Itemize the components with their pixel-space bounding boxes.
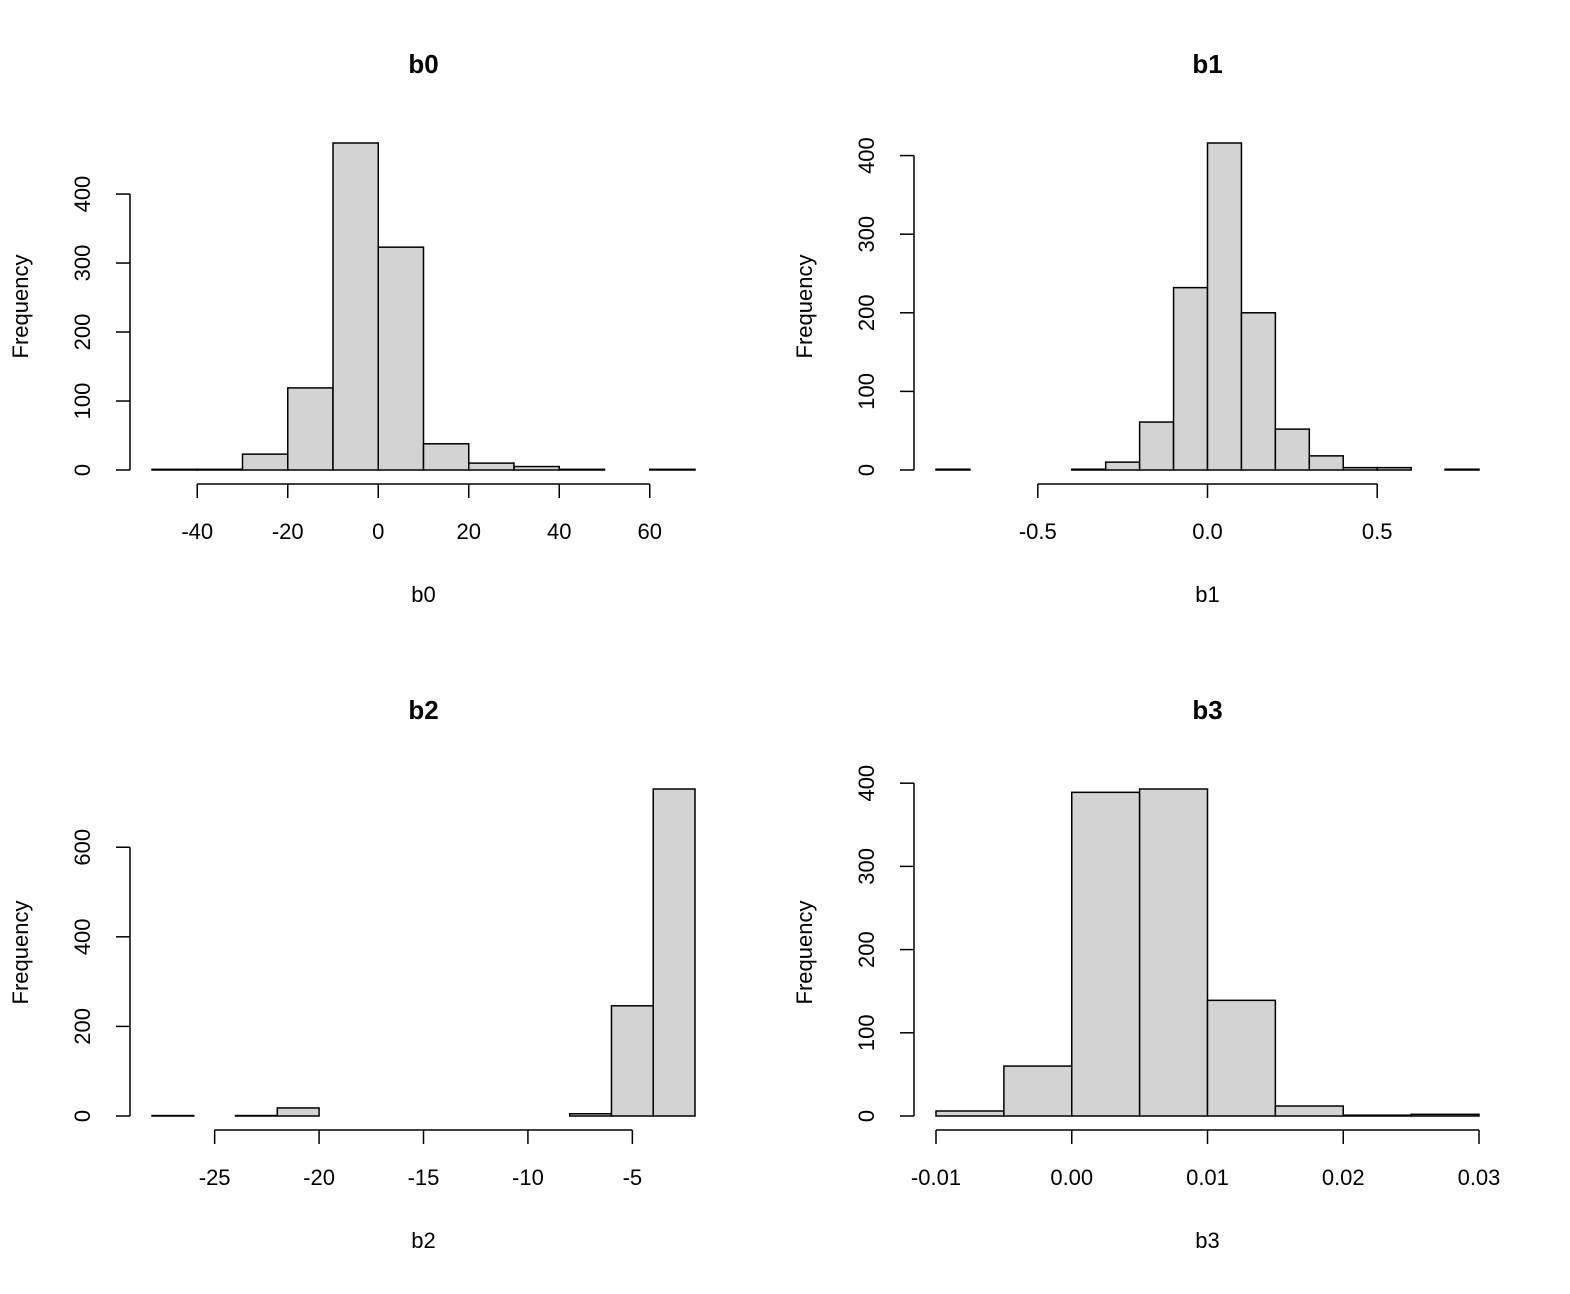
x-tick-label: 20 — [457, 519, 481, 544]
bar — [935, 468, 971, 471]
bar — [1342, 1114, 1412, 1117]
x-tick-label: 40 — [547, 519, 571, 544]
bar — [1206, 142, 1243, 471]
y-tick-label: 400 — [854, 765, 879, 802]
x-tick-label: 0.02 — [1322, 1165, 1365, 1190]
bar — [1172, 286, 1209, 471]
chart-title: b1 — [1192, 49, 1222, 79]
x-tick-label: -0.01 — [911, 1165, 961, 1190]
bar — [422, 443, 470, 471]
y-tick-label: 0 — [70, 464, 95, 476]
y-tick-label: 200 — [70, 1008, 95, 1045]
y-tick-label: 400 — [70, 176, 95, 213]
bar — [196, 468, 244, 471]
bar — [1104, 461, 1141, 471]
bar — [1410, 1113, 1480, 1117]
x-tick-label: -5 — [623, 1165, 643, 1190]
bar — [649, 468, 696, 471]
y-tick-label: 0 — [854, 464, 879, 476]
chart-title: b0 — [408, 49, 438, 79]
chart-title: b3 — [1192, 695, 1222, 725]
x-tick-label: -40 — [181, 519, 213, 544]
y-axis-label: Frequency — [8, 255, 33, 359]
bar — [610, 1005, 654, 1117]
x-tick-label: 0.03 — [1458, 1165, 1501, 1190]
y-tick-label: 0 — [70, 1110, 95, 1122]
x-tick-label: -0.5 — [1019, 519, 1057, 544]
bar — [1138, 788, 1209, 1117]
y-tick-label: 0 — [854, 1110, 879, 1122]
bar — [1274, 428, 1311, 471]
y-tick-label: 400 — [70, 918, 95, 955]
chart-title: b2 — [408, 695, 438, 725]
y-tick-label: 400 — [854, 137, 879, 174]
bar — [1308, 455, 1344, 471]
y-axis-label: Frequency — [792, 255, 817, 359]
y-tick-label: 100 — [70, 383, 95, 420]
bar — [935, 1110, 1005, 1117]
bar — [1071, 791, 1141, 1117]
x-tick-label: 60 — [638, 519, 662, 544]
bar — [513, 465, 560, 471]
bar — [241, 453, 289, 471]
y-axis-label: Frequency — [8, 901, 33, 1005]
x-tick-label: 0.5 — [1362, 519, 1393, 544]
x-tick-label: 0.00 — [1050, 1165, 1093, 1190]
bar — [468, 462, 515, 471]
x-tick-label: -20 — [272, 519, 304, 544]
bar — [568, 1113, 613, 1117]
bar — [1138, 421, 1175, 471]
x-axis-label: b0 — [411, 582, 435, 607]
y-tick-label: 100 — [854, 373, 879, 410]
bar — [1206, 999, 1277, 1117]
y-tick-label: 300 — [854, 216, 879, 253]
y-axis-label: Frequency — [792, 901, 817, 1005]
y-tick-label: 100 — [854, 1014, 879, 1051]
y-tick-label: 600 — [70, 829, 95, 866]
x-axis-label: b2 — [411, 1228, 435, 1253]
y-tick-label: 300 — [70, 245, 95, 282]
bar — [377, 246, 425, 471]
x-tick-label: -10 — [512, 1165, 544, 1190]
x-tick-label: -15 — [408, 1165, 440, 1190]
bar — [652, 788, 696, 1117]
bar — [1376, 466, 1412, 471]
bar — [1240, 312, 1277, 471]
bar — [558, 468, 606, 471]
y-tick-label: 200 — [854, 931, 879, 968]
bar — [1342, 466, 1378, 471]
x-axis-label: b1 — [1195, 582, 1219, 607]
y-tick-label: 300 — [854, 848, 879, 885]
x-axis-label: b3 — [1195, 1228, 1219, 1253]
bar — [1274, 1105, 1344, 1117]
x-tick-label: 0.01 — [1186, 1165, 1229, 1190]
x-tick-label: 0 — [372, 519, 384, 544]
x-tick-label: 0.0 — [1192, 519, 1223, 544]
bar — [276, 1107, 320, 1117]
y-tick-label: 200 — [70, 314, 95, 351]
bar — [1444, 468, 1480, 471]
bar — [1003, 1065, 1073, 1117]
bar — [332, 142, 379, 471]
x-tick-label: -25 — [199, 1165, 231, 1190]
x-tick-label: -20 — [303, 1165, 335, 1190]
bar — [151, 468, 198, 471]
bar — [287, 387, 334, 471]
y-tick-label: 200 — [854, 294, 879, 331]
bar — [1071, 468, 1107, 471]
